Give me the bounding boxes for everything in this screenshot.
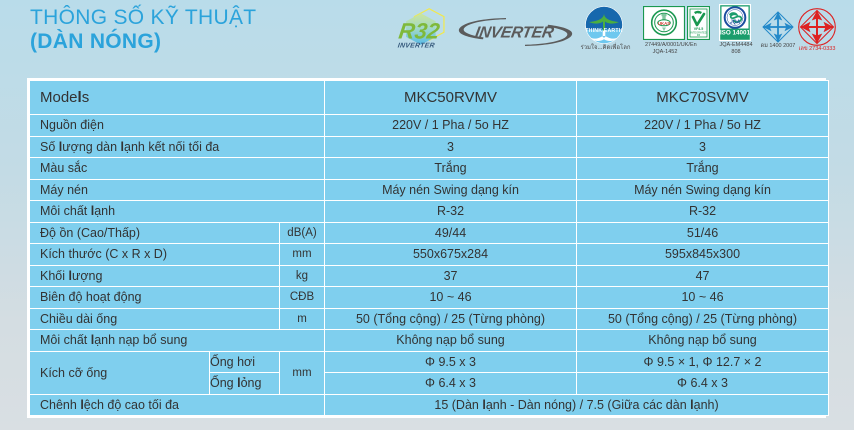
- svg-text:CI: CI: [697, 33, 700, 37]
- svg-text:UKAS: UKAS: [658, 21, 670, 26]
- svg-text:INVERTER: INVERTER: [397, 43, 435, 50]
- svg-text:R32: R32: [397, 18, 442, 43]
- svg-text:THINK EARTH: THINK EARTH: [585, 28, 622, 34]
- svg-text:ISO 14001: ISO 14001: [720, 30, 751, 37]
- svg-text:JQA: JQA: [730, 20, 741, 26]
- svg-text:INVERTER: INVERTER: [474, 24, 556, 42]
